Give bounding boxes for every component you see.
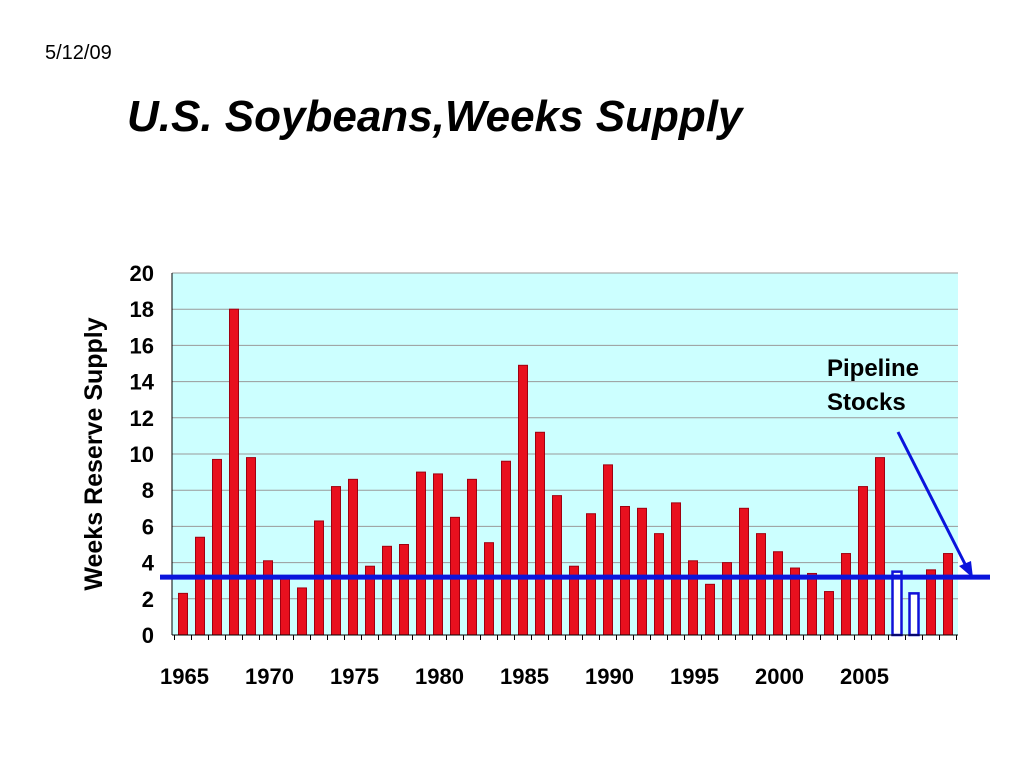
gridlines — [172, 272, 958, 600]
bar — [331, 486, 341, 636]
x-tick-label: 1980 — [415, 664, 464, 689]
pipeline-stocks-annotation: Pipeline Stocks — [827, 355, 919, 416]
bar — [637, 507, 647, 636]
x-tick-label: 1985 — [500, 664, 549, 689]
bar-outlined — [891, 570, 903, 637]
y-tick-label: 14 — [130, 370, 155, 395]
bar — [926, 569, 936, 636]
y-tick-label: 20 — [130, 261, 154, 286]
bar — [535, 431, 545, 636]
x-tick-label: 1970 — [245, 664, 294, 689]
x-tick-label: 2005 — [840, 664, 889, 689]
x-tick-label: 1990 — [585, 664, 634, 689]
bar — [824, 591, 834, 636]
bar — [263, 560, 273, 636]
bar — [875, 457, 885, 636]
y-tick-label: 2 — [142, 587, 154, 612]
bar — [586, 513, 596, 636]
bar — [858, 486, 868, 636]
bar — [484, 542, 494, 636]
annotation-arrowhead — [959, 561, 973, 578]
y-tick-label: 16 — [130, 333, 154, 358]
bar — [671, 502, 681, 636]
bar — [433, 473, 443, 636]
bar — [467, 478, 477, 636]
bar — [739, 507, 749, 636]
x-tick-label: 2000 — [755, 664, 804, 689]
y-tick-label: 10 — [130, 442, 154, 467]
bar — [297, 587, 307, 636]
annotation-arrow — [896, 431, 968, 567]
x-tick-label: 1975 — [330, 664, 379, 689]
bar — [348, 478, 358, 636]
bar — [399, 544, 409, 636]
bar — [620, 505, 630, 636]
slide-date: 5/12/09 — [45, 42, 112, 64]
bar — [501, 460, 511, 636]
annotation-line: Stocks — [827, 389, 906, 416]
bar — [603, 464, 613, 636]
slide-title: U.S. Soybeans,Weeks Supply — [127, 92, 743, 141]
annotation-line: Pipeline — [827, 355, 919, 382]
bar — [705, 583, 715, 636]
bar-series — [178, 308, 953, 637]
bar — [280, 578, 290, 636]
bar — [416, 471, 426, 636]
bar — [195, 536, 205, 636]
bar — [773, 551, 783, 636]
bar — [756, 533, 766, 636]
bar — [841, 553, 851, 636]
y-tick-label: 18 — [130, 297, 154, 322]
y-tick-label: 0 — [142, 623, 154, 648]
bar — [688, 560, 698, 636]
y-axis-label: Weeks Reserve Supply — [80, 317, 108, 590]
y-tick-label: 8 — [142, 478, 154, 503]
bar — [229, 308, 239, 636]
y-tick-label: 4 — [142, 551, 155, 576]
bar-outlined — [908, 592, 920, 637]
bar — [518, 364, 528, 636]
bar — [178, 592, 188, 636]
x-tick-labels: 1965 1970 1975 1980 1985 1990 1995 2000 2005 — [160, 664, 889, 689]
y-tick-labels: 0 2 4 6 8 10 12 14 16 18 20 — [130, 261, 155, 648]
bar — [654, 533, 664, 636]
bar — [722, 562, 732, 636]
bar — [943, 553, 953, 636]
bar — [212, 458, 222, 636]
bar — [246, 457, 256, 636]
bar — [807, 572, 817, 636]
x-tick-label: 1965 — [160, 664, 209, 689]
bar — [382, 545, 392, 636]
x-tick-label: 1995 — [670, 664, 719, 689]
y-tick-label: 12 — [130, 406, 154, 431]
axes — [171, 273, 958, 640]
y-tick-label: 6 — [142, 514, 154, 539]
bar — [552, 495, 562, 636]
